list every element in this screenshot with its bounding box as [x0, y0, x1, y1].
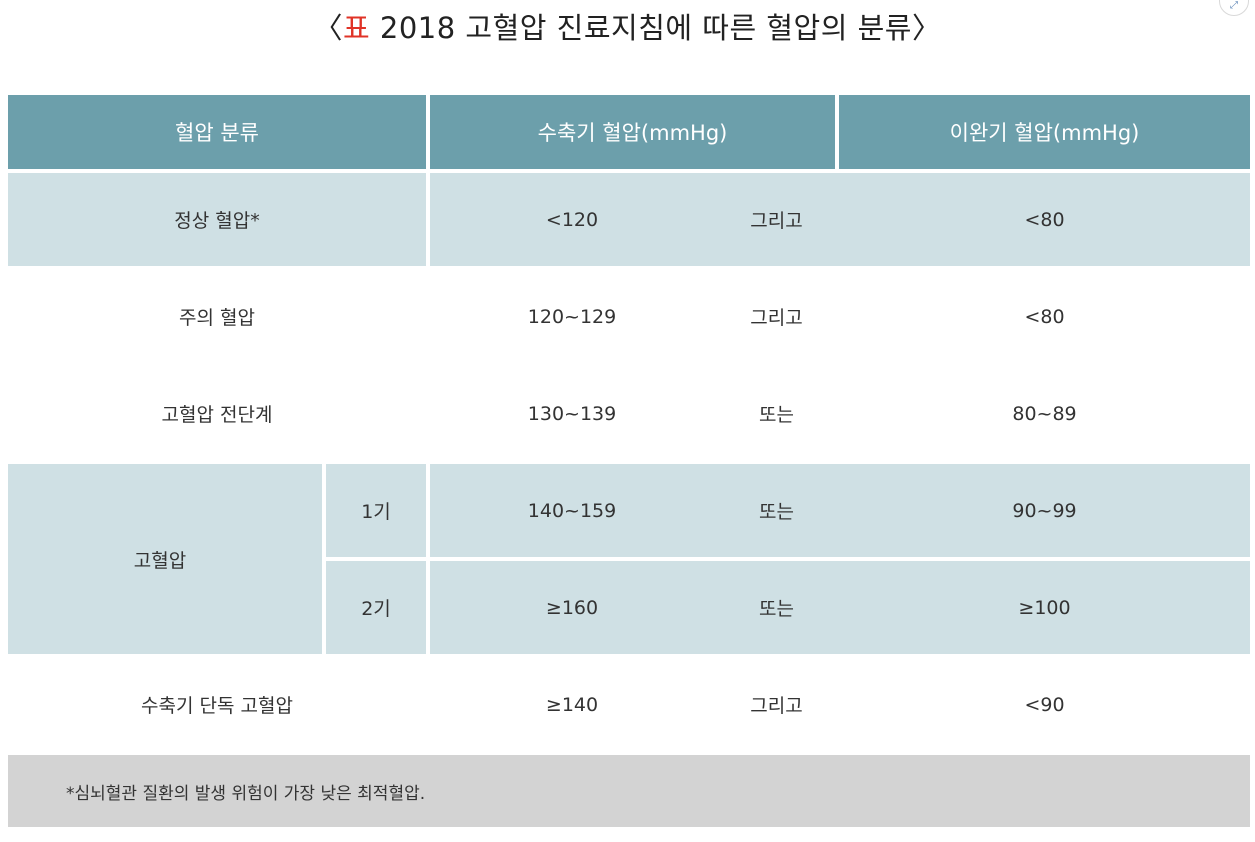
caption-close-bracket: 〉 [912, 11, 942, 45]
caption-text: 2018 고혈압 진료지침에 따른 혈압의 분류 [379, 11, 912, 45]
row-connector: 그리고 [714, 658, 840, 755]
row-category: 주의 혈압 [8, 270, 430, 367]
table-row: 고혈압 전단계 130~139 또는 80~89 [8, 367, 1251, 464]
row-diastolic: <90 [839, 658, 1251, 755]
table-row: 고혈압 1기 140~159 또는 90~99 [8, 464, 1251, 658]
row-stage: 2기 [326, 561, 430, 658]
row-systolic: 120~129 [430, 270, 714, 367]
table-header-row: 혈압 분류 수축기 혈압(mmHg) 이완기 혈압(mmHg) [8, 95, 1251, 173]
footnote: *심뇌혈관 질환의 발생 위험이 가장 낮은 최적혈압. [8, 755, 1251, 827]
row-systolic: 140~159 [430, 464, 714, 561]
row-category: 정상 혈압* [8, 173, 430, 270]
footnote-row: *심뇌혈관 질환의 발생 위험이 가장 낮은 최적혈압. [8, 755, 1251, 827]
header-category: 혈압 분류 [8, 95, 430, 173]
table-row: 2기 ≥160 또는 ≥100 [8, 561, 1251, 658]
row-connector: 그리고 [714, 173, 840, 270]
table-caption: 〈표 2018 고혈압 진료지침에 따른 혈압의 분류〉 [0, 8, 1255, 48]
table-row: 수축기 단독 고혈압 ≥140 그리고 <90 [8, 658, 1251, 755]
row-diastolic: 80~89 [839, 367, 1251, 464]
caption-prefix: 표 [342, 11, 371, 45]
header-systolic: 수축기 혈압(mmHg) [430, 95, 840, 173]
row-diastolic: <80 [839, 173, 1251, 270]
row-connector: 또는 [714, 561, 840, 658]
row-connector: 그리고 [714, 270, 840, 367]
caption-open-bracket: 〈 [313, 11, 343, 45]
row-category: 수축기 단독 고혈압 [8, 658, 430, 755]
row-diastolic: ≥100 [839, 561, 1251, 658]
row-systolic: 130~139 [430, 367, 714, 464]
row-category: 고혈압 전단계 [8, 367, 430, 464]
row-systolic: <120 [430, 173, 714, 270]
blood-pressure-table: 혈압 분류 수축기 혈압(mmHg) 이완기 혈압(mmHg) 정상 혈압* <… [8, 95, 1251, 827]
expand-icon: ⤢ [1230, 0, 1238, 11]
row-diastolic: <80 [839, 270, 1251, 367]
row-systolic: ≥140 [430, 658, 714, 755]
table-row: 정상 혈압* <120 그리고 <80 [8, 173, 1251, 270]
row-systolic: ≥160 [430, 561, 714, 658]
table-row: 주의 혈압 120~129 그리고 <80 [8, 270, 1251, 367]
row-connector: 또는 [714, 367, 840, 464]
row-connector: 또는 [714, 464, 840, 561]
row-stage: 1기 [326, 464, 430, 561]
row-diastolic: 90~99 [839, 464, 1251, 561]
row-category: 고혈압 [8, 464, 326, 658]
header-diastolic: 이완기 혈압(mmHg) [839, 95, 1251, 173]
